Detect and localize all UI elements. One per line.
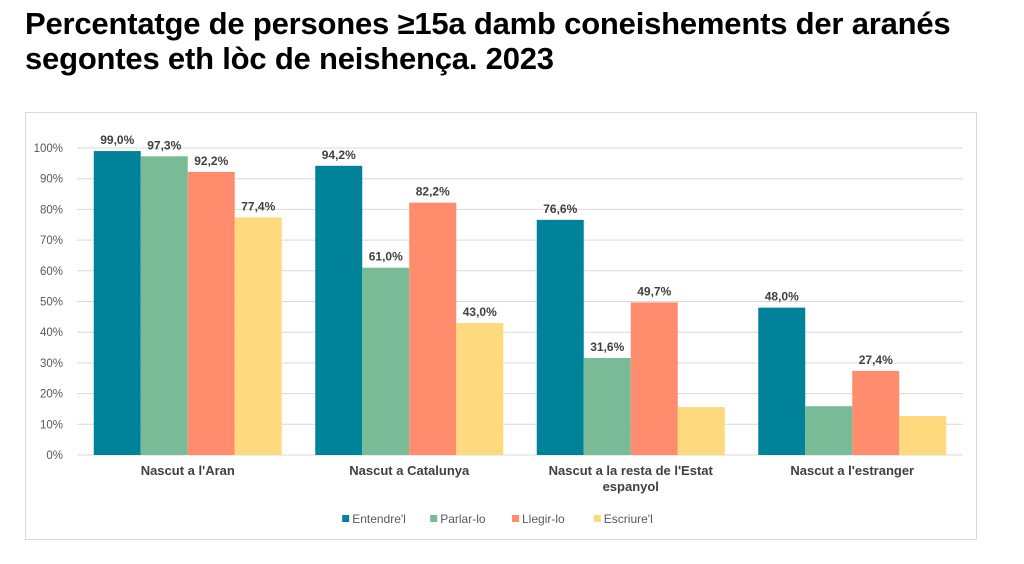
data-labels: 99,0% 94,2% 76,6% 48,0% 97,3% 61,0% 31,6% 92,2%… — [100, 133, 893, 367]
bar-entendre-l-2 — [536, 219, 584, 455]
legend-label: Llegir-lo — [522, 512, 565, 526]
bar-escriure-l-3 — [899, 416, 947, 455]
data-label: 27,4% — [859, 353, 893, 367]
chart-title: Percentatge de persones ≥15a damb coneis… — [25, 6, 951, 76]
y-tick-label: 10% — [40, 419, 63, 431]
data-label: 61,0% — [369, 250, 403, 264]
bar-escriure-l-1 — [456, 322, 504, 455]
x-axis-category-labels: Nascut a l'Aran Nascut a Catalunya Nascut … — [141, 463, 914, 494]
data-label: 82,2% — [416, 185, 450, 199]
y-tick-label: 0% — [46, 450, 63, 462]
y-tick-label: 90% — [40, 174, 63, 186]
legend-label: Entendre'l — [352, 512, 406, 526]
legend-swatch — [512, 515, 519, 522]
legend-label: Parlar-lo — [440, 512, 486, 526]
y-tick-label: 60% — [40, 266, 63, 278]
chart-frame: 0% 10% 20% 30% 40% 50% 60% 70% 80% 90% 100% 99,0% 9… — [25, 112, 977, 540]
bar-parlar-lo-3 — [805, 406, 853, 455]
bar-parlar-lo-0 — [140, 156, 188, 455]
bar-entendre-l-1 — [315, 165, 363, 455]
bar-entendre-l-3 — [758, 307, 806, 455]
category-label: Nascut a l'estranger — [790, 463, 914, 478]
bar-llegir-lo-0 — [187, 171, 235, 456]
y-tick-label: 30% — [40, 358, 63, 370]
data-label: 97,3% — [147, 138, 181, 152]
y-tick-label: 80% — [40, 204, 63, 216]
legend-swatch — [342, 515, 350, 522]
legend-swatch — [430, 515, 438, 522]
y-tick-label: 100% — [34, 143, 63, 155]
bar-llegir-lo-2 — [630, 302, 678, 455]
bar-entendre-l-0 — [93, 151, 141, 455]
bar-parlar-lo-2 — [583, 357, 631, 455]
data-label: 99,0% — [100, 133, 134, 147]
legend-label: Escriure'l — [604, 512, 653, 526]
data-label: 92,2% — [194, 154, 228, 168]
bar-escriure-l-2 — [677, 407, 725, 455]
y-axis-tick-labels: 0% 10% 20% 30% 40% 50% 60% 70% 80% 90% 100% — [34, 143, 63, 462]
y-tick-label: 50% — [40, 297, 63, 309]
legend: Entendre'l Parlar-lo Llegir-lo Escriure'l — [342, 512, 653, 526]
bar-parlar-lo-1 — [362, 267, 410, 455]
category-label: espanyol — [603, 479, 659, 494]
data-label: 76,6% — [543, 202, 577, 216]
y-tick-label: 20% — [40, 389, 63, 401]
category-label: Nascut a la resta de l'Estat — [549, 463, 714, 478]
data-label: 48,0% — [765, 290, 799, 304]
category-label: Nascut a Catalunya — [349, 463, 470, 478]
y-tick-label: 70% — [40, 235, 63, 247]
data-label: 31,6% — [590, 340, 624, 354]
legend-swatch — [593, 515, 601, 522]
y-tick-label: 40% — [40, 327, 63, 339]
data-label: 49,7% — [637, 284, 671, 298]
data-label: 77,4% — [241, 199, 275, 213]
bar-llegir-lo-3 — [852, 370, 900, 455]
data-label: 94,2% — [322, 148, 356, 162]
data-label: 43,0% — [463, 305, 497, 319]
bars — [93, 151, 947, 456]
category-label: Nascut a l'Aran — [141, 463, 235, 478]
bar-chart: 0%10%20%30%40%50%60%70%80%90%100% 99,0%9… — [34, 133, 963, 526]
bar-llegir-lo-1 — [409, 202, 457, 455]
bar-escriure-l-0 — [234, 217, 282, 455]
